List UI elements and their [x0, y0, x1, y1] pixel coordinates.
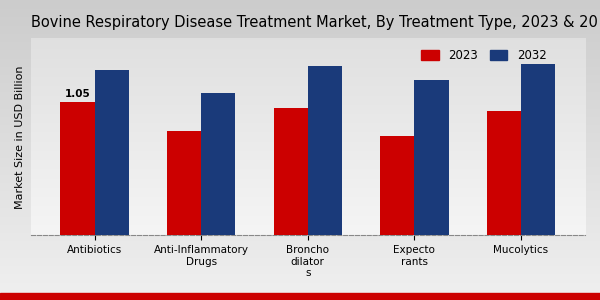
- Legend: 2023, 2032: 2023, 2032: [416, 44, 551, 67]
- Bar: [95, 70, 128, 236]
- Bar: [487, 111, 521, 236]
- Y-axis label: Market Size in USD Billion: Market Size in USD Billion: [15, 65, 25, 208]
- Bar: [380, 136, 415, 236]
- Bar: [61, 102, 95, 236]
- Text: 1.05: 1.05: [65, 89, 91, 99]
- Bar: [274, 108, 308, 236]
- Bar: [415, 80, 449, 236]
- Bar: [521, 64, 555, 236]
- Bar: [308, 66, 342, 236]
- Bar: [201, 93, 235, 236]
- Text: Bovine Respiratory Disease Treatment Market, By Treatment Type, 2023 & 20: Bovine Respiratory Disease Treatment Mar…: [31, 15, 598, 30]
- Bar: [167, 131, 201, 236]
